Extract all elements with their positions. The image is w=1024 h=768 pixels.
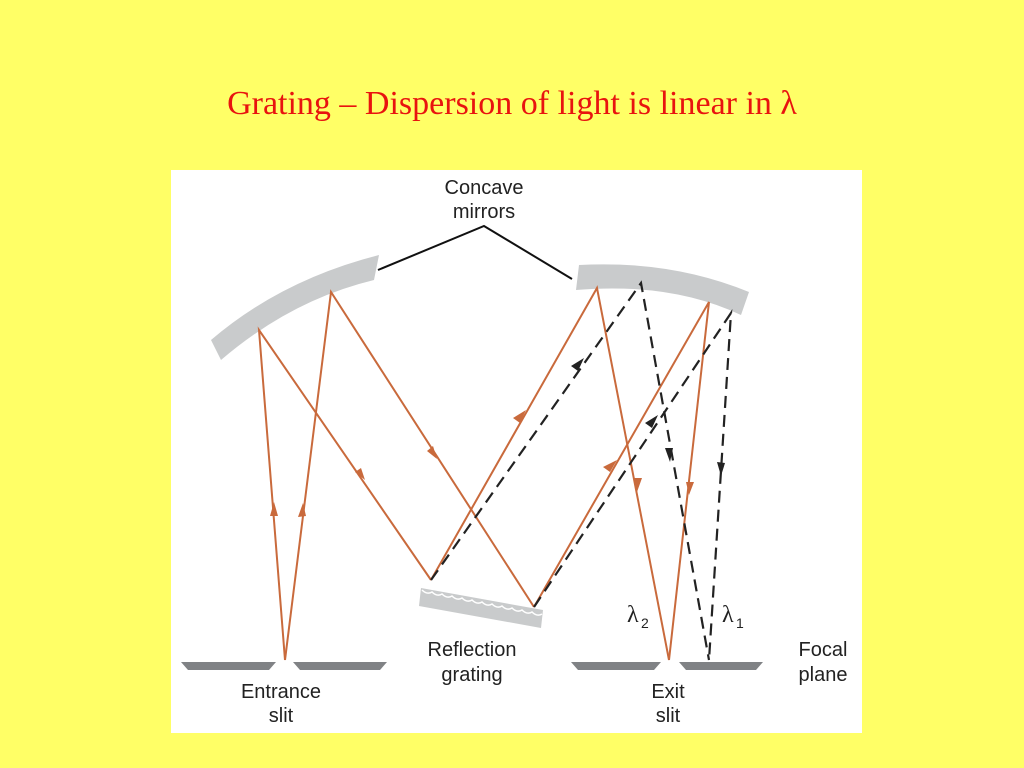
dashed-ray-arrowheads (571, 358, 725, 476)
entrance-slit-right-jaw (293, 662, 387, 670)
lambda1-label: λ 1 (722, 602, 744, 631)
left-concave-mirror (211, 255, 379, 360)
exit-slit-left-jaw (571, 662, 661, 670)
focal-plane-label-line1: Focal (799, 639, 848, 661)
dashed-ray-grating-left (430, 280, 711, 661)
reflection-grating-label-line1: Reflection (428, 639, 517, 661)
solid-ray-grating-right (533, 301, 710, 661)
lambda2-label: λ 2 (627, 602, 649, 631)
reflection-grating (419, 588, 543, 628)
diagram-svg: Concave mirrors Entrance slit Reflection… (181, 177, 848, 727)
lambda2-subscript: 2 (641, 615, 649, 631)
lambda1-subscript: 1 (736, 615, 744, 631)
entrance-slit-label-line1: Entrance (241, 681, 321, 703)
slide-title: Grating – Dispersion of light is linear … (227, 85, 797, 122)
solid-ray-entrance-right (284, 289, 535, 661)
exit-slit-label-line1: Exit (651, 681, 685, 703)
dashed-ray-grating-right (533, 309, 733, 661)
concave-mirrors-label-line2: mirrors (453, 201, 515, 223)
solid-ray-grating-left (430, 285, 670, 661)
exit-slit-right-jaw (679, 662, 763, 670)
monochromator-diagram: Concave mirrors Entrance slit Reflection… (171, 170, 862, 733)
right-concave-mirror (576, 264, 749, 315)
entrance-slit-label-line2: slit (269, 705, 294, 727)
concave-mirrors-pointer (377, 224, 573, 280)
focal-plane-label-line2: plane (799, 664, 848, 686)
concave-mirrors-label-line1: Concave (445, 177, 524, 199)
exit-slit-label-line2: slit (656, 705, 681, 727)
entrance-slit-left-jaw (181, 662, 276, 670)
solid-ray-entrance-left (257, 326, 432, 661)
lambda2-symbol: λ (627, 602, 639, 628)
solid-ray-arrowheads (270, 410, 694, 517)
lambda1-symbol: λ (722, 602, 734, 628)
reflection-grating-label-line2: grating (441, 664, 502, 686)
